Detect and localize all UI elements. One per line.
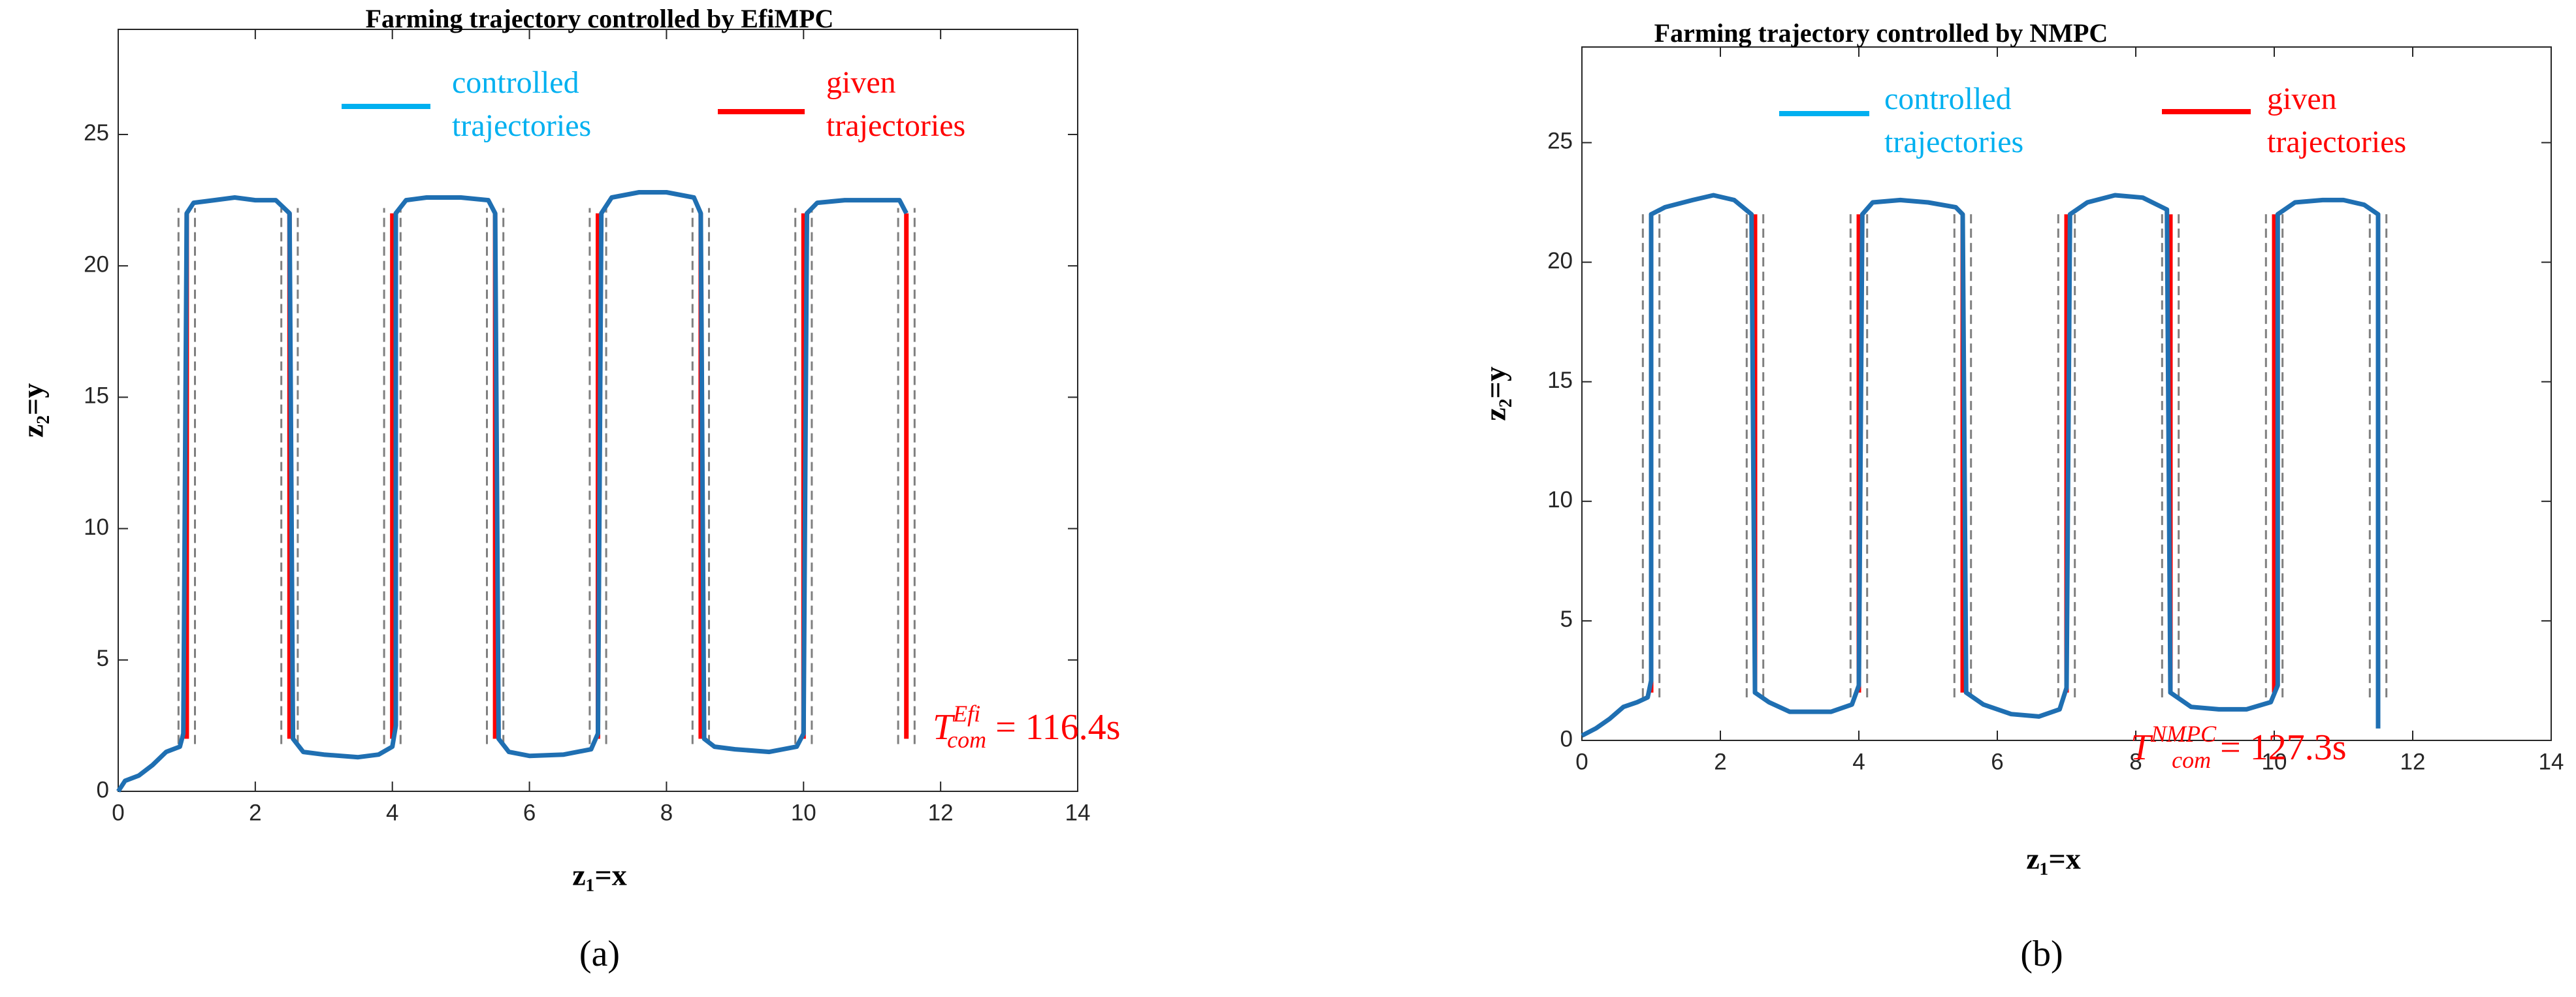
x-tick-label: 6 [1991, 749, 2003, 774]
panel-label: (a) [579, 934, 620, 974]
annotation-base: T [2131, 727, 2153, 768]
y-tick-label: 0 [97, 777, 109, 802]
x-tick-label: 10 [791, 800, 816, 825]
annotation-sub: com [947, 727, 986, 753]
x-tick-label: 6 [523, 800, 536, 825]
annotation-text: = 116.4s [986, 707, 1120, 748]
y-tick-label: 5 [1560, 607, 1573, 632]
legend-label: controlled trajectories [1884, 82, 2023, 159]
chart-title: Farming trajectory controlled by EfiMPC [366, 4, 834, 33]
x-tick-label: 4 [386, 800, 398, 825]
subplot: 0 2 4 6 8 10 12 14 0 5 10 15 20 25 controlled trajector… [1479, 18, 2564, 974]
annotation-sub: com [2172, 747, 2211, 773]
x-tick-label: 12 [928, 800, 954, 825]
x-tick-label: 0 [1575, 749, 1588, 774]
x-tick-label: 8 [660, 800, 673, 825]
x-tick-label: 2 [249, 800, 261, 825]
series-line [116, 190, 909, 793]
y-axis-label: z₂=y [16, 383, 50, 437]
x-tick-label: 4 [1852, 749, 1865, 774]
x-tick-label: 14 [2539, 749, 2564, 774]
y-tick-label: 10 [1547, 487, 1573, 513]
annotation: TNMPC com = 127.3s [2131, 721, 2347, 773]
chart-title: Farming trajectory controlled by NMPC [1654, 18, 2108, 48]
annotation-sup: Efi [952, 701, 980, 727]
subplot: 0 2 4 6 8 10 12 14 0 5 10 15 20 25 controlled trajector… [16, 4, 1121, 974]
legend-label: given trajectories [2267, 82, 2406, 159]
y-tick-label: 20 [84, 251, 109, 277]
series-line [1581, 193, 2381, 738]
x-axis-label: z₁=x [572, 859, 626, 892]
y-tick-label: 5 [97, 646, 109, 671]
y-tick-label: 25 [1547, 129, 1573, 154]
x-tick-label: 14 [1065, 800, 1091, 825]
x-tick-label: 8 [2129, 749, 2142, 774]
y-tick-label: 0 [1560, 726, 1573, 752]
x-tick-label: 10 [2262, 749, 2287, 774]
y-axis-label: z₂=y [1479, 366, 1512, 420]
annotation-text: = 127.3s [2211, 727, 2346, 768]
y-tick-label: 15 [84, 383, 109, 409]
y-tick-label: 10 [84, 514, 109, 540]
x-tick-label: 0 [112, 800, 124, 825]
annotation-sup: NMPC [2150, 721, 2217, 747]
legend-label: controlled trajectories [452, 65, 591, 143]
y-tick-label: 25 [84, 120, 109, 146]
panel-label: (b) [2020, 934, 2063, 974]
x-tick-label: 12 [2400, 749, 2426, 774]
x-axis-label: z₁=x [2026, 842, 2080, 876]
y-tick-label: 15 [1547, 368, 1573, 393]
annotation: TEfi com = 116.4s [933, 701, 1120, 753]
annotation-base: T [933, 707, 956, 748]
legend-label: given trajectories [826, 65, 965, 143]
x-tick-label: 2 [1714, 749, 1726, 774]
y-tick-label: 20 [1547, 248, 1573, 274]
